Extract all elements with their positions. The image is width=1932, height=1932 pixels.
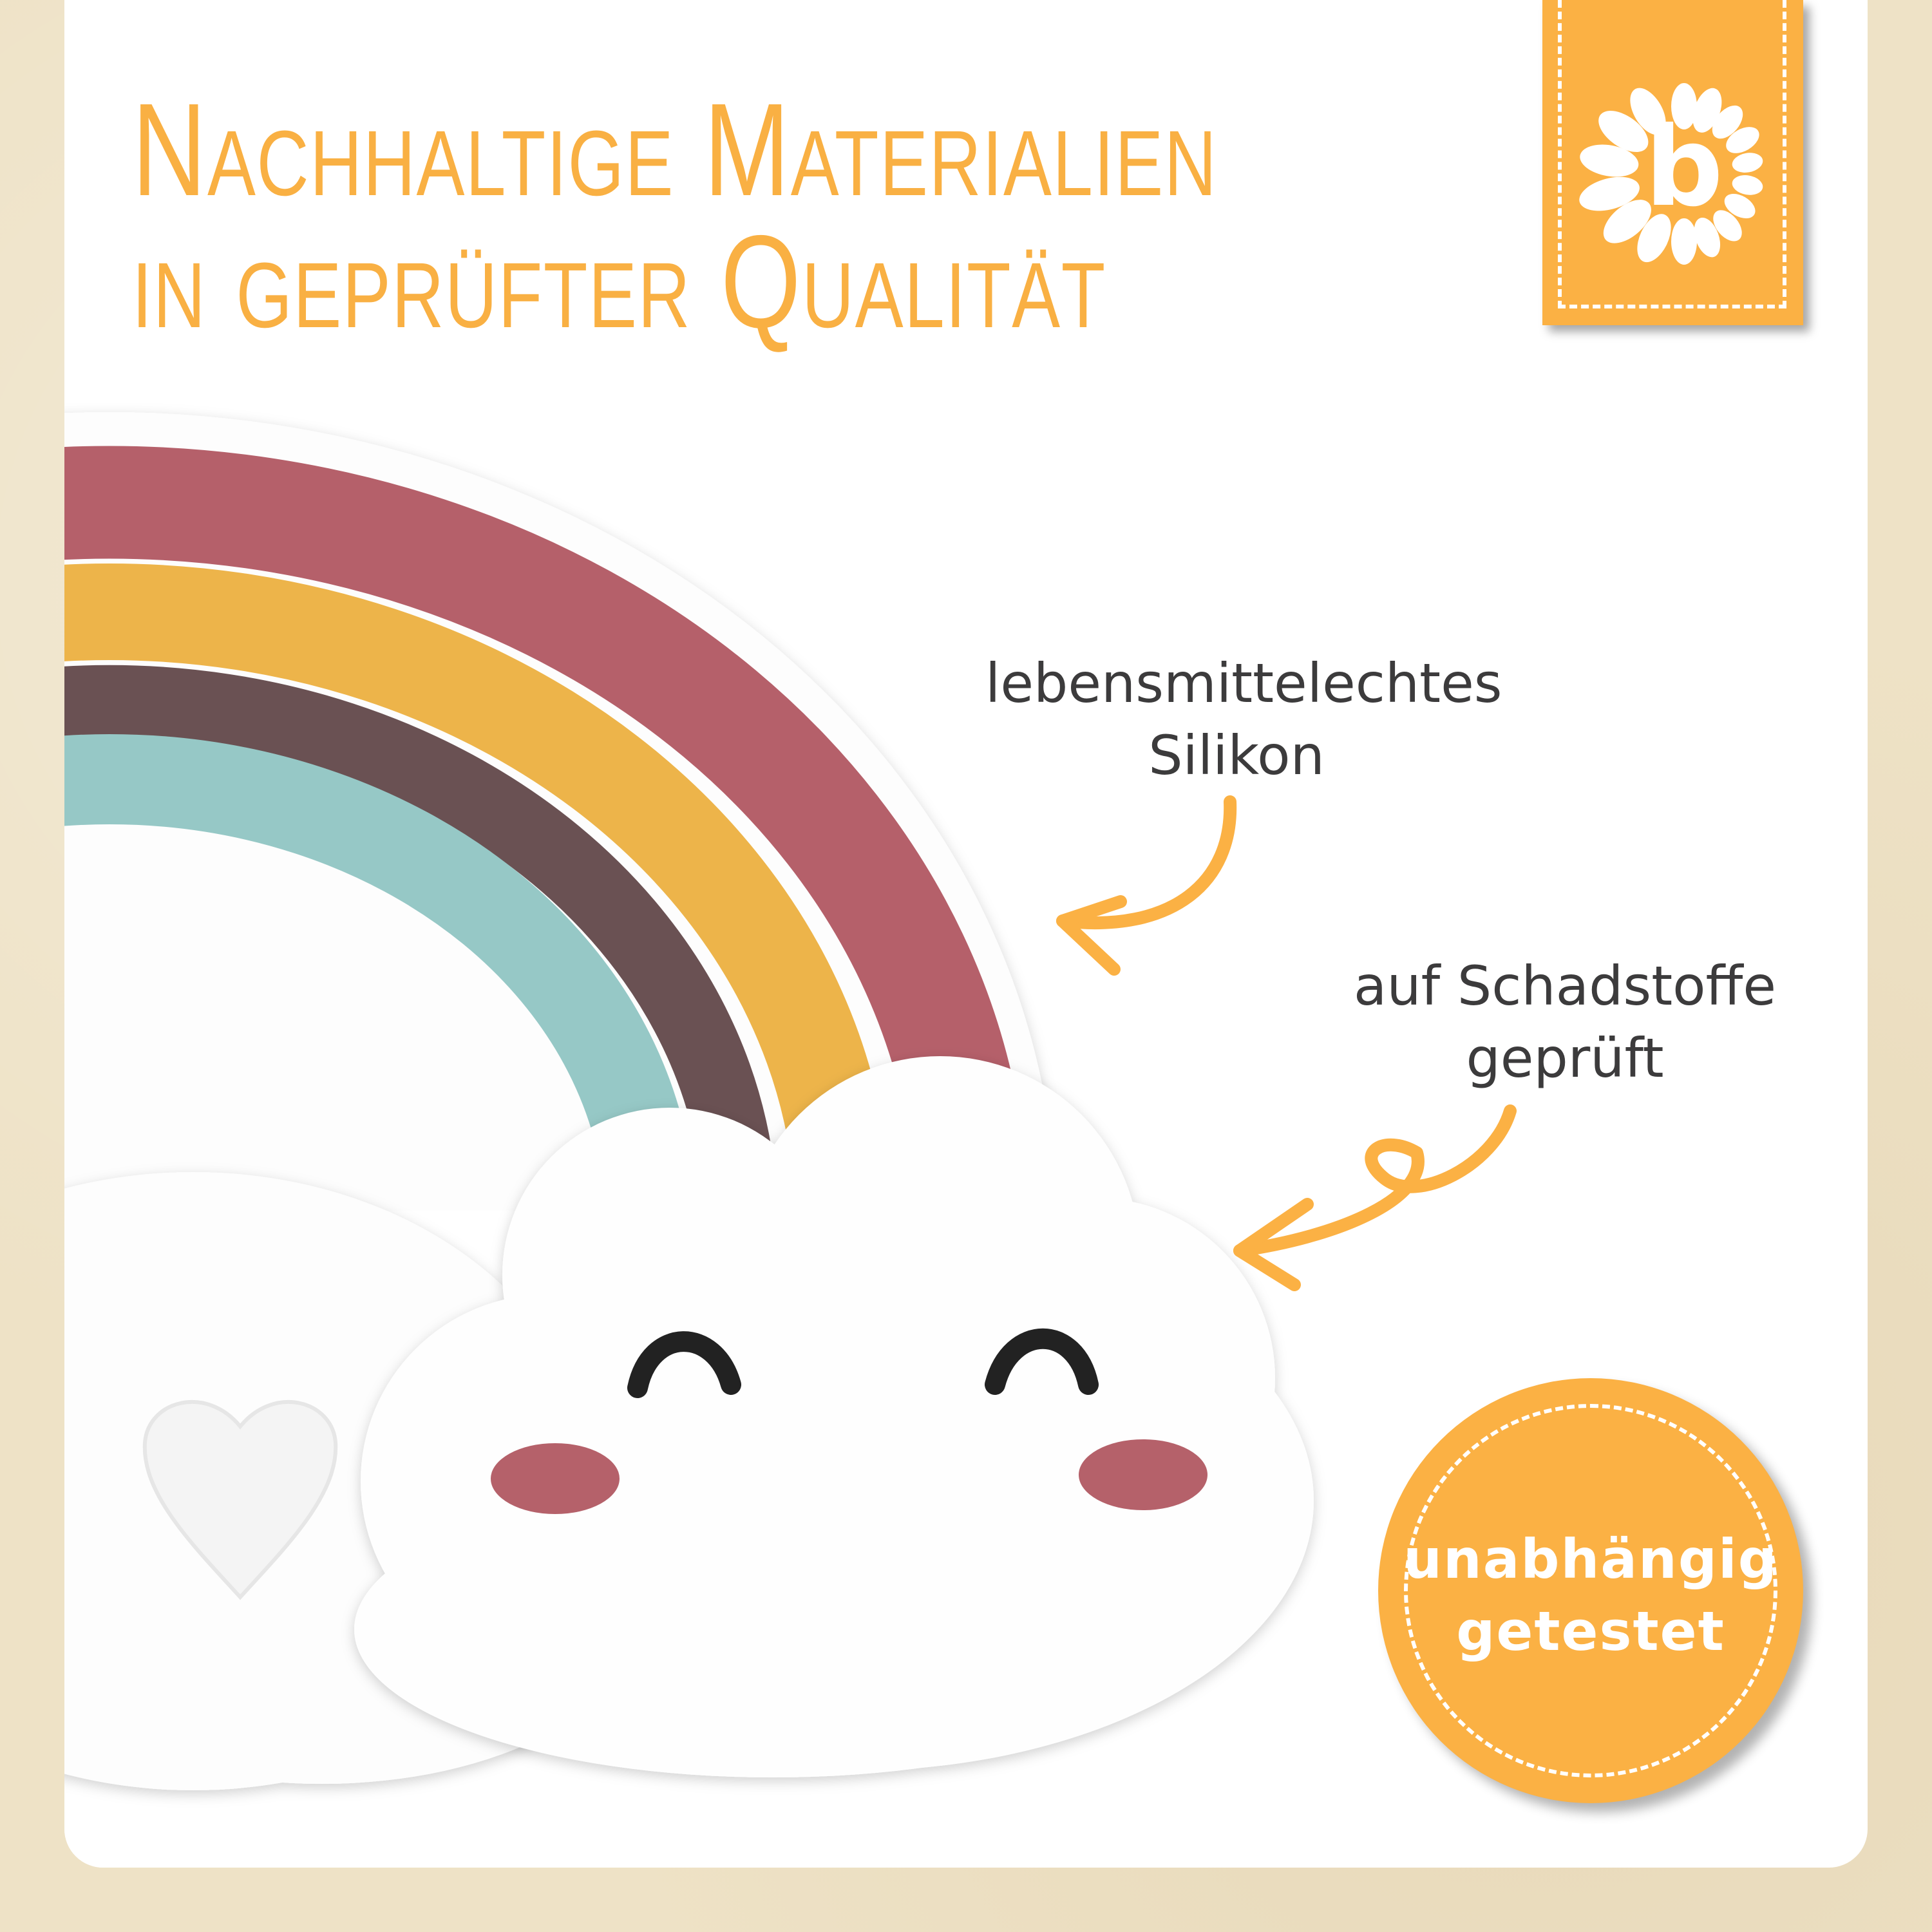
callout-pollutant-tested: auf Schadstoffe geprüft bbox=[1314, 950, 1816, 1094]
headline: Nachhaltige Materialien in geprüfter Qua… bbox=[132, 84, 1217, 348]
callout-food-grade-silicone: lebensmittelechtes Silikon bbox=[985, 647, 1502, 791]
rainbow-band-red bbox=[64, 446, 1029, 1224]
left-cheek bbox=[491, 1443, 620, 1514]
brand-badge: b bbox=[1542, 0, 1803, 325]
callout-line: lebensmittelechtes bbox=[985, 652, 1502, 715]
heart-cutout bbox=[142, 1400, 338, 1600]
rainbow-band-brown bbox=[64, 665, 778, 1224]
arrow-schadstoffe bbox=[1233, 1104, 1517, 1291]
right-cheek bbox=[1079, 1439, 1208, 1510]
headline-line-1: Nachhaltige Materialien bbox=[132, 76, 1218, 223]
badge-stitching bbox=[1558, 0, 1786, 308]
seal-dashed-ring bbox=[1404, 1404, 1777, 1777]
seal-line: unabhängig bbox=[1403, 1528, 1778, 1591]
callout-line: geprüft bbox=[1466, 1027, 1664, 1090]
rainbow-band-teal bbox=[64, 734, 696, 1224]
arrow-silikon bbox=[1056, 795, 1237, 976]
left-eye bbox=[627, 1331, 741, 1398]
logo-letter: b bbox=[1645, 104, 1723, 231]
callout-line: Silikon bbox=[1148, 724, 1325, 787]
callout-line: auf Schadstoffe bbox=[1353, 954, 1777, 1018]
product-illustration bbox=[64, 412, 1517, 1790]
rainbow bbox=[64, 446, 1029, 1224]
headline-line-2: in geprüfter Qualität bbox=[132, 208, 1106, 355]
seal-line: getestet bbox=[1456, 1600, 1725, 1663]
right-eye bbox=[985, 1328, 1099, 1395]
rainbow-band-yellow bbox=[64, 564, 892, 1224]
independently-tested-seal: unabhängig getestet bbox=[1378, 1378, 1803, 1803]
sunflower-b-logo-icon: b bbox=[1579, 83, 1763, 265]
cloud-face bbox=[491, 1328, 1208, 1514]
